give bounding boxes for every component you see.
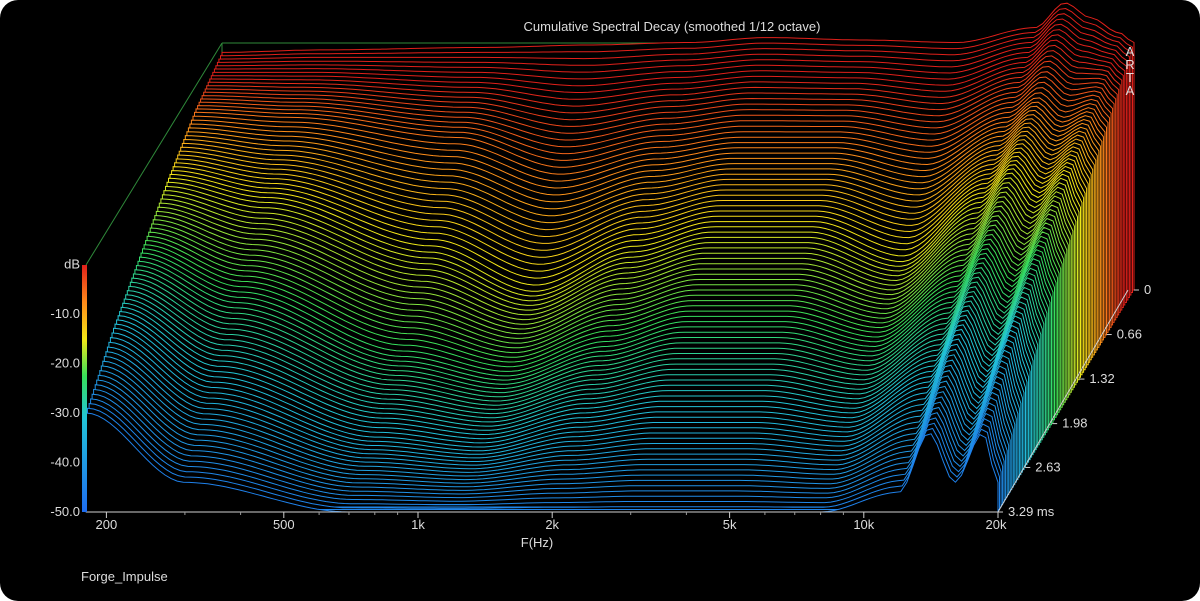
file-name-label: Forge_Impulse xyxy=(81,569,168,584)
x-tick-label: 5k xyxy=(723,517,737,532)
time-tick-label: 0.66 xyxy=(1117,327,1142,342)
x-tick-label: 20k xyxy=(986,517,1007,532)
y-tick-label: -30.0 xyxy=(50,405,80,420)
y-tick-label: -10.0 xyxy=(50,306,80,321)
time-tick-label: 0 xyxy=(1144,282,1151,297)
time-tick-label: 2.63 xyxy=(1035,459,1060,474)
db-color-scale-bar xyxy=(82,265,87,512)
waterfall-slices xyxy=(85,2,1135,513)
side-label-letter: A xyxy=(1126,83,1135,98)
y-axis-ticks: dB -10.0 -20.0 -30.0 -40.0 -50.0 xyxy=(50,257,80,520)
x-axis-ticks: 200 500 1k 2k 5k 10k 20k xyxy=(96,512,1007,532)
x-tick-label: 10k xyxy=(853,517,874,532)
x-axis-label: F(Hz) xyxy=(521,535,554,550)
time-tick-label: 1.32 xyxy=(1089,371,1114,386)
x-tick-label: 2k xyxy=(545,517,559,532)
decay-slice xyxy=(106,346,1020,478)
time-tick-label: 1.98 xyxy=(1062,416,1087,431)
side-label-letter: A xyxy=(1126,44,1135,59)
time-axis-ticks: 0 0.66 1.32 1.98 2.63 3.29 ms xyxy=(998,282,1151,519)
time-tick-label: 3.29 ms xyxy=(1008,504,1055,519)
left-depth-top-edge xyxy=(85,42,223,266)
y-tick-label: -50.0 xyxy=(50,504,80,519)
depth-axis-line xyxy=(997,289,1129,513)
chart-title: Cumulative Spectral Decay (smoothed 1/12… xyxy=(524,19,821,34)
x-tick-label: 1k xyxy=(411,517,425,532)
side-label-letter: R xyxy=(1125,57,1134,72)
x-tick-label: 200 xyxy=(96,517,118,532)
axis-lines xyxy=(86,289,1129,513)
y-tick-label: dB xyxy=(64,257,80,272)
x-tick-label: 500 xyxy=(273,517,295,532)
side-label-letter: T xyxy=(1126,70,1134,85)
y-tick-label: -40.0 xyxy=(50,455,80,470)
y-tick-label: -20.0 xyxy=(50,356,80,371)
decay-slice xyxy=(105,351,1019,481)
